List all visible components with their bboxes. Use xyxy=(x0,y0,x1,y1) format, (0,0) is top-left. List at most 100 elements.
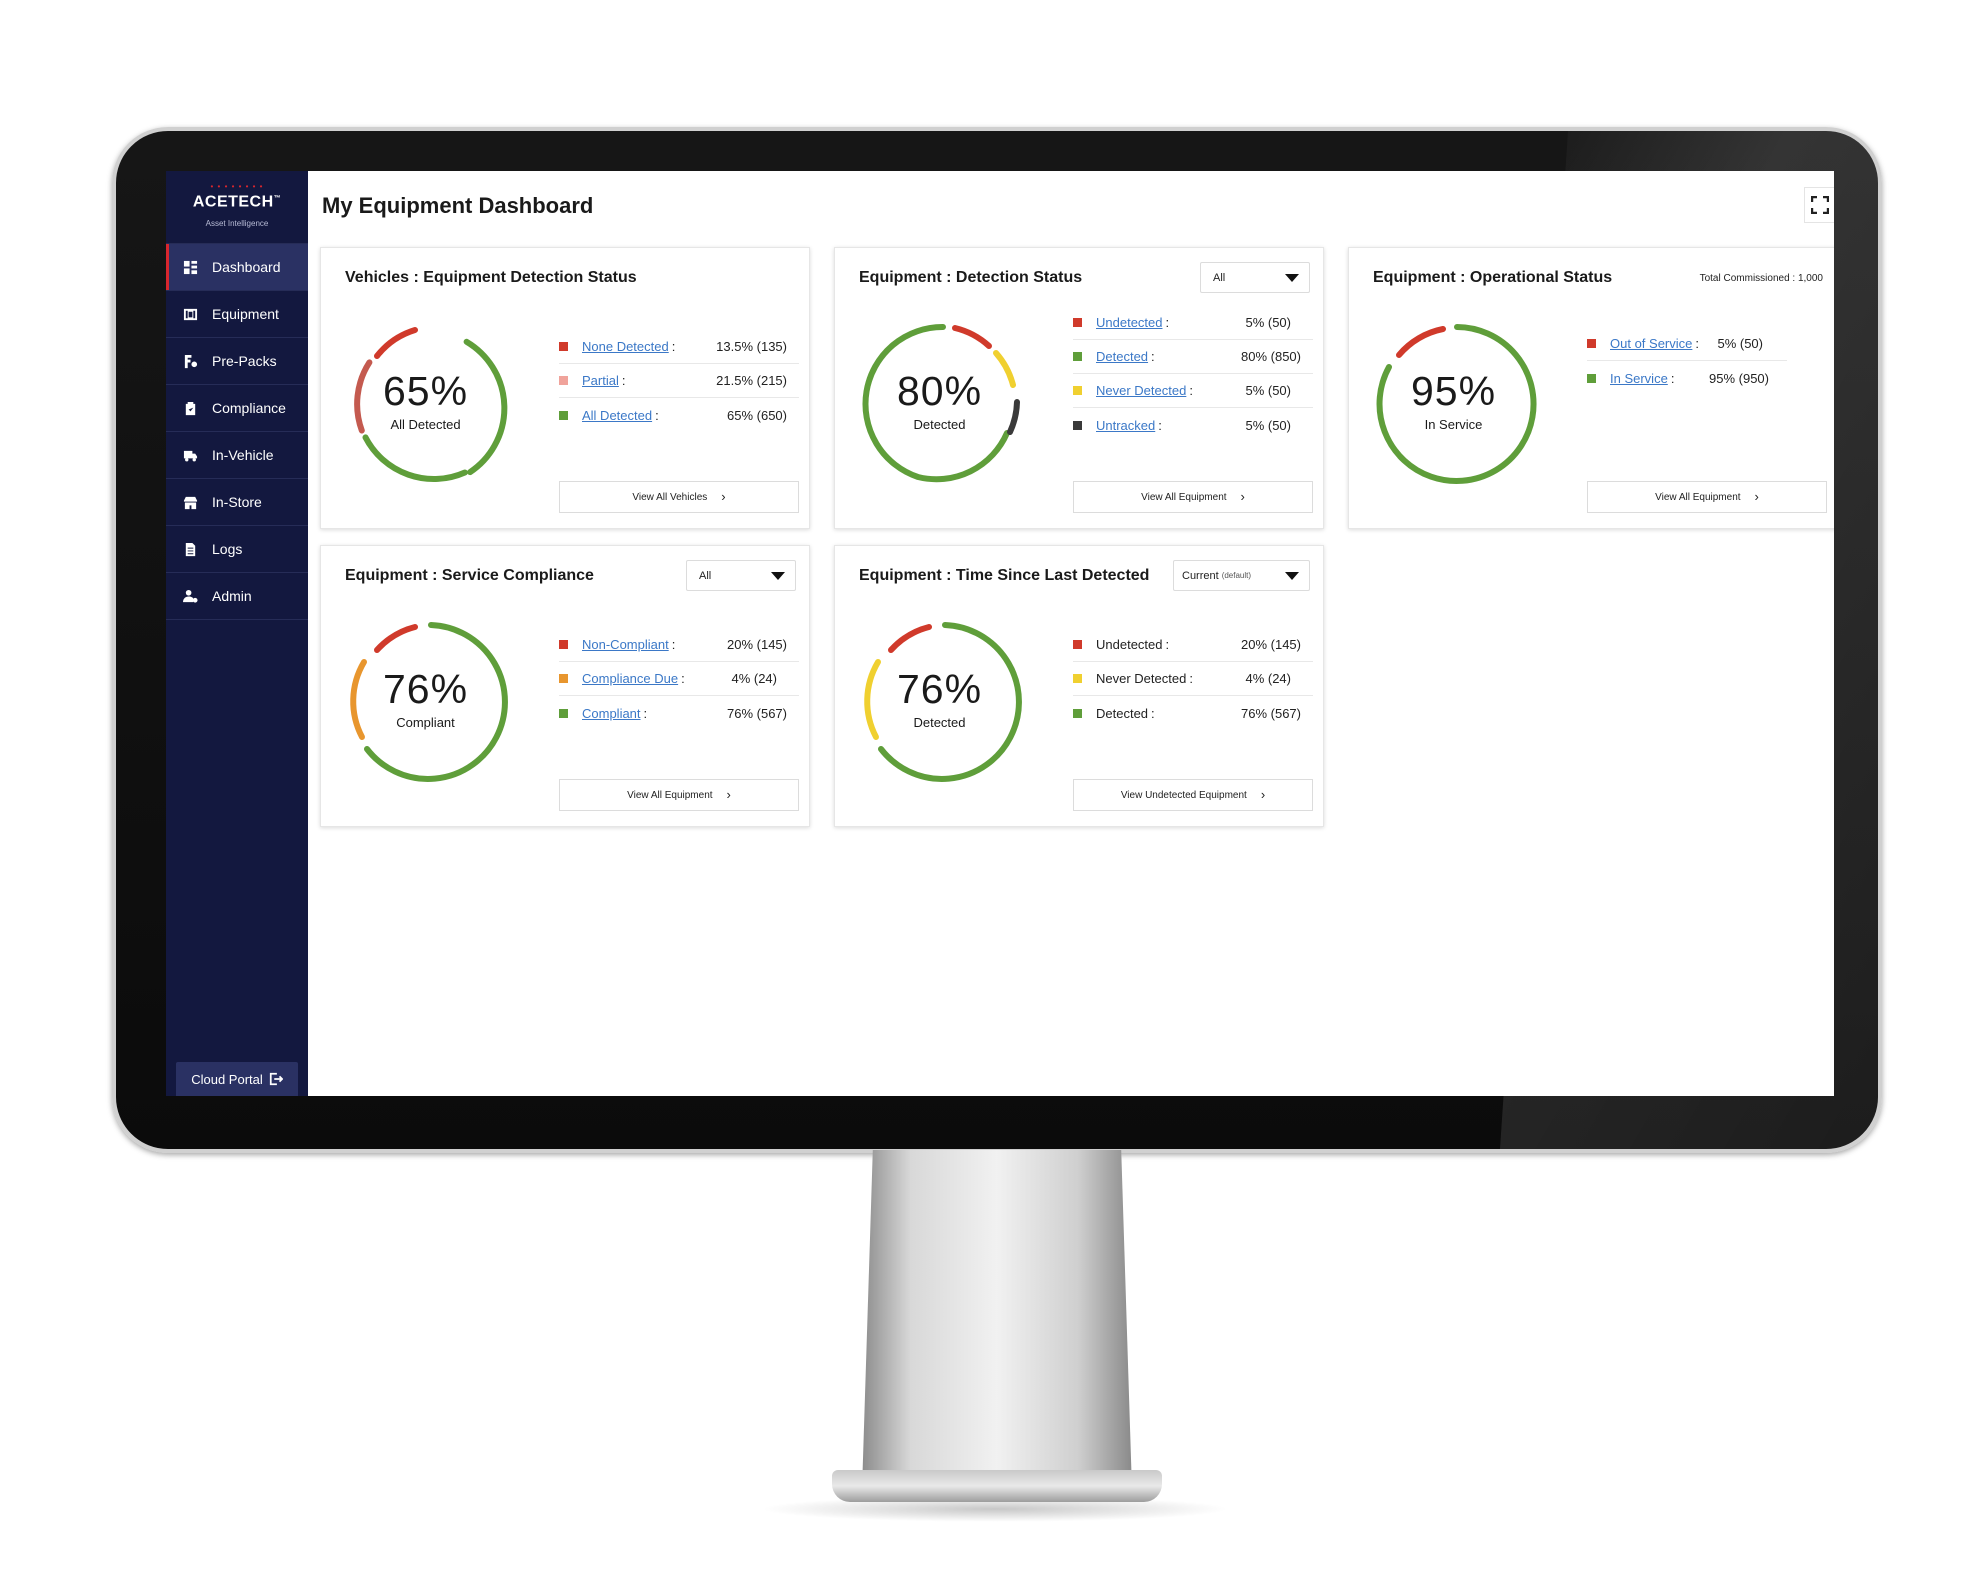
card-vehicles-detection-status: Vehicles : Equipment Detection Status 65… xyxy=(320,247,810,529)
card-title: Equipment : Service Compliance xyxy=(345,567,594,584)
donut-caption: Detected xyxy=(913,417,966,432)
monitor-stand-base xyxy=(832,1470,1162,1502)
view-all-equipment-button[interactable]: View All Equipment › xyxy=(1587,481,1827,513)
sidebar-item-admin[interactable]: Admin xyxy=(166,573,308,620)
sidebar-item-equipment[interactable]: Equipment xyxy=(166,291,308,338)
legend-label: Undetected xyxy=(1096,637,1163,652)
donut-ring xyxy=(350,622,508,782)
sidebar-item-in-vehicle[interactable]: In-Vehicle xyxy=(166,432,308,479)
legend-row: All Detected: 65% (650) xyxy=(559,398,799,432)
sidebar-item-pre-packs[interactable]: Pre-Packs xyxy=(166,338,308,385)
dashboard-icon xyxy=(182,259,198,275)
legend-value: 76% (567) xyxy=(727,705,787,721)
legend-link-in-service[interactable]: In Service xyxy=(1610,370,1668,386)
legend-row: In Service: 95% (950) xyxy=(1587,361,1787,395)
sidebar-item-dashboard[interactable]: Dashboard xyxy=(166,244,308,291)
legend-value: 20% (145) xyxy=(1241,637,1301,652)
logo-dots: • • • • • • • • xyxy=(210,182,264,191)
exit-icon xyxy=(269,1072,283,1086)
view-all-equipment-button[interactable]: View All Equipment › xyxy=(1073,481,1313,513)
sidebar-item-label: In-Store xyxy=(212,494,262,510)
total-commissioned: Total Commissioned : 1,000 xyxy=(1699,273,1823,284)
legend-value: 80% (850) xyxy=(1241,349,1301,364)
fullscreen-button[interactable] xyxy=(1804,187,1834,223)
donut-percentage: 95% xyxy=(1410,368,1497,414)
caret-down-icon xyxy=(1285,274,1299,282)
card-title: Equipment : Detection Status xyxy=(859,269,1083,286)
equipment-icon xyxy=(182,306,198,322)
legend-link-all-detected[interactable]: All Detected xyxy=(582,407,653,423)
time-range-dropdown[interactable]: Current (default) xyxy=(1173,560,1310,591)
button-label: View Undetected Equipment xyxy=(1120,789,1247,801)
legend-row: Never Detected: 5% (50) xyxy=(1073,374,1313,408)
legend-swatch xyxy=(559,342,568,351)
donut-chart: 95% In Service xyxy=(1375,322,1539,486)
legend-link-out-of-service[interactable]: Out of Service xyxy=(1610,336,1693,351)
legend-row: Partial: 21.5% (215) xyxy=(559,364,799,398)
sidebar-item-logs[interactable]: Logs xyxy=(166,526,308,573)
legend-swatch xyxy=(1073,386,1082,395)
legend-swatch xyxy=(1073,640,1082,649)
sidebar-item-in-store[interactable]: In-Store xyxy=(166,479,308,526)
legend-link-detected[interactable]: Detected xyxy=(1096,349,1149,364)
donut-caption: All Detected xyxy=(390,417,461,432)
legend-value: 13.5% (135) xyxy=(716,339,787,354)
legend-swatch xyxy=(1587,373,1596,383)
legend-value: 4% (24) xyxy=(731,671,777,686)
screen: • • • • • • • • ACETECH™ Asset Intellige… xyxy=(166,171,1834,1096)
legend-link-untracked[interactable]: Untracked xyxy=(1096,417,1156,433)
legend-value: 20% (145) xyxy=(727,637,787,652)
user-gear-icon xyxy=(182,588,198,604)
legend-link-partial[interactable]: Partial xyxy=(582,373,619,388)
chevron-right-icon: › xyxy=(726,787,731,802)
chevron-right-icon: › xyxy=(1240,489,1245,504)
legend-link-none-detected[interactable]: None Detected xyxy=(582,339,669,354)
donut-caption: In Service xyxy=(1424,417,1483,432)
legend-link-compliant[interactable]: Compliant xyxy=(582,705,641,721)
legend-swatch xyxy=(1587,339,1596,348)
legend-value: 95% (950) xyxy=(1709,370,1769,386)
document-icon xyxy=(182,541,198,557)
legend-swatch xyxy=(1073,674,1082,683)
card-title: Equipment : Operational Status xyxy=(1373,269,1613,286)
sidebar-item-label: In-Vehicle xyxy=(212,447,274,463)
card-time-since-last-detected: Equipment : Time Since Last Detected Cur… xyxy=(834,545,1324,827)
brand-logo[interactable]: • • • • • • • • ACETECH™ Asset Intellige… xyxy=(166,171,308,244)
donut-percentage: 65% xyxy=(382,368,469,414)
legend-row: Compliance Due: 4% (24) xyxy=(559,662,799,696)
legend-link-never-detected[interactable]: Never Detected xyxy=(1096,383,1187,398)
filter-dropdown[interactable]: All xyxy=(686,560,796,591)
page-title: My Equipment Dashboard xyxy=(322,193,594,218)
logo-tagline: Asset Intelligence xyxy=(205,219,269,229)
legend: None Detected: 13.5% (135) Partial: 21.5… xyxy=(559,330,799,432)
legend-swatch xyxy=(1073,708,1082,718)
sidebar-item-compliance[interactable]: Compliance xyxy=(166,385,308,432)
legend-row: Never Detected: 4% (24) xyxy=(1073,662,1313,696)
view-all-vehicles-button[interactable]: View All Vehicles › xyxy=(559,481,799,513)
legend: Non-Compliant: 20% (145) Compliance Due:… xyxy=(559,628,799,730)
filter-dropdown[interactable]: All xyxy=(1200,262,1310,293)
sidebar-item-label: Logs xyxy=(212,541,243,557)
legend-swatch xyxy=(1073,420,1082,430)
view-undetected-equipment-button[interactable]: View Undetected Equipment › xyxy=(1073,779,1313,811)
cloud-portal-button[interactable]: Cloud Portal xyxy=(176,1062,298,1096)
sidebar-item-label: Compliance xyxy=(212,400,286,416)
view-all-equipment-button[interactable]: View All Equipment › xyxy=(559,779,799,811)
donut-percentage: 76% xyxy=(896,666,983,712)
donut-caption: Compliant xyxy=(396,715,455,730)
legend-swatch xyxy=(1073,318,1082,327)
legend-value: 5% (50) xyxy=(1245,315,1291,330)
caret-down-icon xyxy=(771,572,785,580)
main-content: My Equipment Dashboard Vehicles : Equipm… xyxy=(308,171,1834,1096)
donut-percentage: 80% xyxy=(896,368,983,414)
legend-swatch xyxy=(1073,352,1082,361)
legend-link-non-compliant[interactable]: Non-Compliant xyxy=(582,637,669,652)
donut-chart: 80% Detected xyxy=(861,322,1025,486)
legend-link-undetected[interactable]: Undetected xyxy=(1096,315,1163,330)
donut-chart: 76% Compliant xyxy=(347,620,511,784)
legend-label: Never Detected xyxy=(1096,671,1187,686)
donut-ring xyxy=(864,622,1022,782)
legend-link-compliance-due[interactable]: Compliance Due xyxy=(582,671,679,686)
legend: Undetected: 20% (145) Never Detected: 4%… xyxy=(1073,628,1313,730)
legend: Out of Service: 5% (50) In Service: 95% … xyxy=(1587,327,1787,395)
